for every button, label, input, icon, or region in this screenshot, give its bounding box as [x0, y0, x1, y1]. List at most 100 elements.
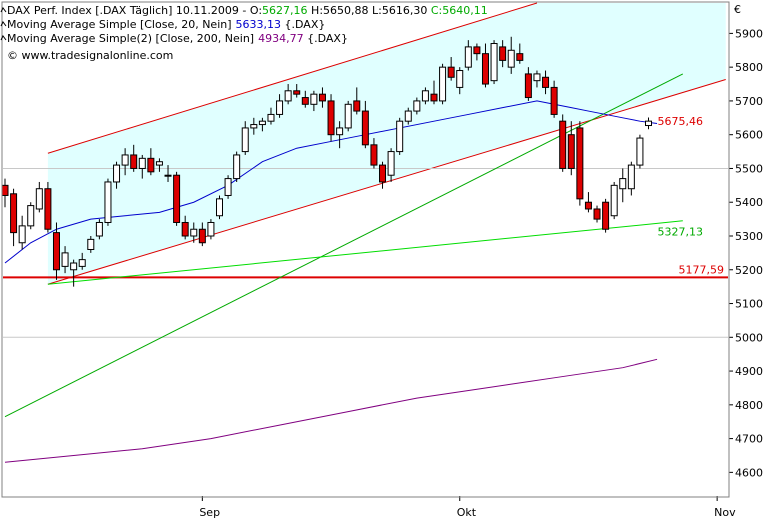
candle-body — [87, 238, 95, 250]
candle — [301, 90, 309, 108]
candle-body — [361, 110, 369, 146]
indicator-label: Moving Average Simple [Close, 20, Nein] — [7, 18, 232, 31]
x-tick-label: Sep — [199, 506, 220, 519]
candle-body — [481, 53, 489, 85]
candle-body — [456, 70, 464, 88]
currency-symbol: € — [734, 3, 741, 16]
candle-body — [35, 188, 43, 210]
indicator-line-icon — [0, 35, 7, 41]
y-tick-label: 5700 — [735, 95, 763, 108]
candle-body — [267, 113, 275, 122]
chart-line-icon — [0, 7, 7, 13]
candle-body — [18, 225, 26, 244]
candle — [258, 117, 266, 132]
y-tick-label: 5500 — [735, 162, 763, 175]
candle-body — [190, 228, 198, 237]
candle — [473, 43, 481, 61]
candle — [224, 175, 232, 199]
candle-body — [121, 154, 129, 166]
candle — [207, 219, 215, 240]
candle-body — [593, 208, 601, 220]
candle-body — [499, 46, 507, 61]
value-labels: 5177,59 5327,13 5675,46 — [658, 115, 725, 276]
candle — [396, 117, 404, 155]
y-tick-label: 5800 — [735, 61, 763, 74]
source-credit: © www.tradesignalonline.com — [7, 49, 173, 62]
y-tick-label: 5200 — [735, 264, 763, 277]
candle — [104, 178, 112, 226]
candle — [636, 134, 644, 169]
candle-body — [78, 259, 86, 267]
x-axis: Sep Okt Nov — [199, 496, 736, 519]
candle-body — [113, 164, 121, 183]
y-axis: 4600 4700 4800 4900 5000 5100 5200 5300 5400 5500… — [728, 3, 763, 496]
candle — [198, 222, 206, 247]
header: DAX Perf. Index [.DAX Täglich] 10.11.200… — [7, 3, 741, 62]
candle — [181, 215, 189, 240]
y-tick-label: 5000 — [735, 331, 763, 344]
y-tick-label: 4600 — [735, 466, 763, 479]
candle-body — [447, 66, 455, 78]
candle — [173, 171, 181, 226]
ohlc-part: 5627,16 — [262, 4, 308, 17]
indicator-legend-ma20: Moving Average Simple [Close, 20, Nein] 5… — [7, 18, 325, 31]
y-tick-label: 5100 — [735, 298, 763, 311]
candle-body — [336, 127, 344, 136]
candle — [18, 215, 26, 250]
indicator-value: 4934,77 — [258, 32, 304, 45]
candle-body — [619, 178, 627, 190]
candle-body — [10, 193, 18, 234]
candle-body — [645, 120, 652, 127]
ohlc-part: C:5640,11 — [431, 4, 488, 17]
candle — [27, 202, 35, 230]
candle-body — [241, 127, 249, 153]
candle-body — [1, 184, 9, 196]
candle-body — [490, 43, 498, 82]
candle-body — [353, 100, 361, 112]
candle — [602, 198, 610, 233]
candle-body — [27, 205, 35, 227]
candle — [499, 40, 507, 68]
candle — [413, 97, 421, 115]
candle-body — [550, 86, 558, 115]
candle — [481, 43, 489, 88]
candle-body — [164, 174, 172, 177]
header-title: DAX Perf. Index [.DAX Täglich] 10.11.200… — [7, 4, 239, 17]
candle-body — [387, 151, 395, 176]
candle — [70, 259, 78, 287]
candle-body — [61, 252, 69, 267]
candle-body — [421, 90, 429, 102]
candle — [533, 70, 541, 88]
candle-body — [301, 97, 309, 105]
candle — [361, 100, 369, 149]
ma200-line — [4, 358, 658, 463]
indicator-suffix: {.DAX} — [281, 18, 325, 31]
candle — [559, 114, 567, 172]
candle — [584, 192, 592, 213]
candle — [567, 121, 575, 176]
candle — [276, 94, 284, 118]
candle — [550, 80, 558, 118]
y-tick-label: 4900 — [735, 365, 763, 378]
candle-body — [379, 164, 387, 183]
candle-body — [155, 161, 163, 166]
candle-body — [276, 100, 284, 115]
candle — [379, 161, 387, 189]
candle-body — [198, 228, 206, 244]
candle-body — [559, 120, 567, 169]
candle — [447, 57, 455, 81]
y-tick-label: 5300 — [735, 230, 763, 243]
candle-body — [516, 53, 524, 61]
candle — [95, 219, 103, 240]
candle — [113, 161, 121, 189]
indicator-line-icon — [0, 21, 7, 27]
candle — [293, 84, 301, 98]
candle-body — [473, 46, 481, 55]
candle-body — [44, 188, 52, 230]
candle-body — [507, 49, 515, 68]
candle — [284, 84, 292, 105]
candle — [627, 161, 635, 196]
ma20-line — [4, 100, 658, 264]
candle-body — [52, 232, 60, 271]
candle-body — [173, 174, 181, 223]
